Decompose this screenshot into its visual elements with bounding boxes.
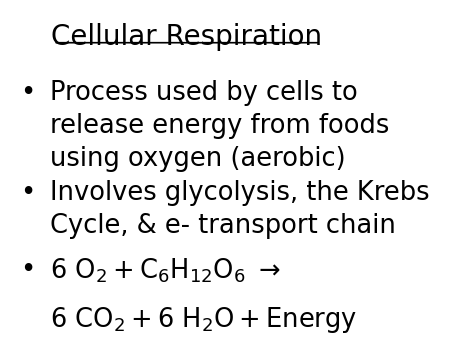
Text: •: • [20, 80, 35, 106]
Text: Process used by cells to
release energy from foods
using oxygen (aerobic): Process used by cells to release energy … [50, 80, 389, 172]
Text: Involves glycolysis, the Krebs
Cycle, & e- transport chain: Involves glycolysis, the Krebs Cycle, & … [50, 180, 429, 239]
Text: $\mathregular{6\ CO_2 + 6\ H_2O + Energy}$: $\mathregular{6\ CO_2 + 6\ H_2O + Energy… [50, 305, 357, 335]
Text: Cellular Respiration: Cellular Respiration [51, 23, 323, 51]
Text: •: • [20, 257, 35, 283]
Text: $\mathregular{6\ O_2 + C_6H_{12}O_6\ \rightarrow}$: $\mathregular{6\ O_2 + C_6H_{12}O_6\ \ri… [50, 257, 281, 285]
Text: •: • [20, 180, 35, 206]
